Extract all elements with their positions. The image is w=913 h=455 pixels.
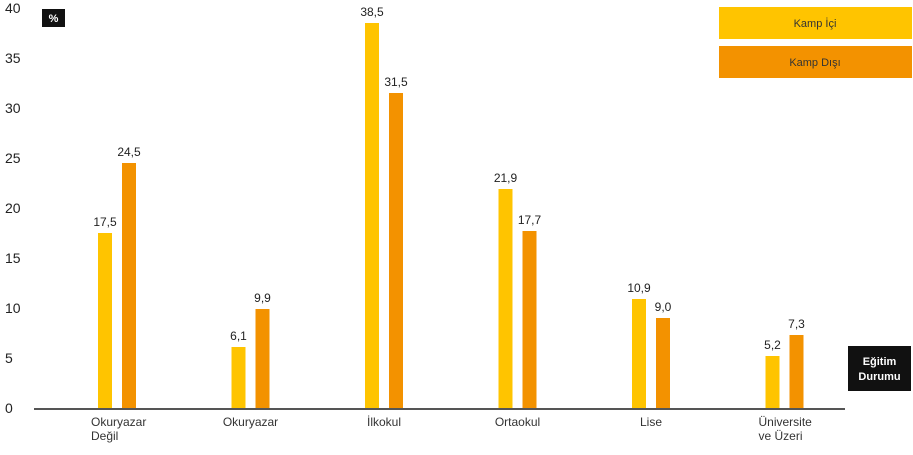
bar: [765, 356, 780, 408]
y-tick-label: 20: [5, 200, 21, 216]
legend-item: [719, 7, 912, 39]
x-axis-title: Eğitim Durumu: [858, 356, 900, 383]
category-label-line: Ortaokul: [495, 415, 540, 429]
data-label: 38,5: [360, 5, 384, 19]
category-label-line: Lise: [640, 415, 662, 429]
bar: [98, 233, 112, 408]
category-label-line: İlkokul: [367, 415, 401, 429]
data-label: 21,9: [494, 171, 518, 185]
y-tick-label: 30: [5, 100, 21, 116]
x-axis-title-line: Eğitim: [863, 356, 897, 368]
bar: [522, 231, 537, 408]
category-label: Ortaokul: [495, 415, 540, 429]
bar: [365, 23, 379, 408]
bar: [122, 163, 136, 408]
legend-item: [719, 46, 912, 78]
data-label: 7,3: [788, 317, 805, 331]
data-label: 9,9: [254, 291, 271, 305]
unit-badge-bg: [42, 9, 65, 27]
data-label: 24,5: [117, 145, 141, 159]
category-label-line: ve Üzeri: [759, 429, 803, 443]
y-tick-label: 5: [5, 350, 13, 366]
category-label-line: Değil: [91, 429, 118, 443]
category-label-line: Okuryazar: [223, 415, 278, 429]
data-label: 5,2: [764, 338, 781, 352]
y-tick-label: 35: [5, 50, 21, 66]
bar: [231, 347, 246, 408]
bar: [632, 299, 646, 408]
y-tick-label: 40: [5, 0, 21, 16]
x-axis-title-bg: [848, 346, 911, 391]
legend-label: Kamp Dışı: [789, 57, 840, 69]
data-label: 9,0: [655, 300, 672, 314]
unit-badge: %: [49, 13, 59, 25]
y-axis: 0 5 10 15 20 25 30 35 40: [5, 0, 21, 416]
bar: [389, 93, 403, 408]
category-label-line: Okuryazar: [91, 415, 146, 429]
y-tick-label: 0: [5, 400, 13, 416]
category-label: Okuryazar Değil: [91, 415, 146, 443]
category-label: İlkokul: [367, 415, 401, 429]
bar: [498, 189, 513, 408]
category-label: Üniversite ve Üzeri: [759, 415, 813, 443]
y-tick-label: 25: [5, 150, 21, 166]
data-label: 17,7: [518, 213, 542, 227]
category-label: Okuryazar: [223, 415, 278, 429]
bar: [255, 309, 270, 408]
badges: % Eğitim Durumu: [42, 9, 911, 391]
data-label: 10,9: [627, 281, 651, 295]
data-label: 6,1: [230, 329, 247, 343]
category-label-line: Üniversite: [759, 415, 813, 429]
legend-label: Kamp İçi: [794, 17, 837, 30]
bars: 17,5 24,5 6,1 9,9 38,5 31,5 21,9 17,7 10,9 9,0 5,2…: [93, 5, 805, 408]
y-tick-label: 10: [5, 300, 21, 316]
bar: [789, 335, 804, 408]
x-axis-title-line: Durumu: [858, 371, 900, 383]
category-label: Lise: [640, 415, 662, 429]
y-tick-label: 15: [5, 250, 21, 266]
legend: Kamp İçi Kamp Dışı: [719, 7, 912, 78]
bar: [656, 318, 670, 408]
data-label: 31,5: [384, 75, 408, 89]
data-label: 17,5: [93, 215, 117, 229]
